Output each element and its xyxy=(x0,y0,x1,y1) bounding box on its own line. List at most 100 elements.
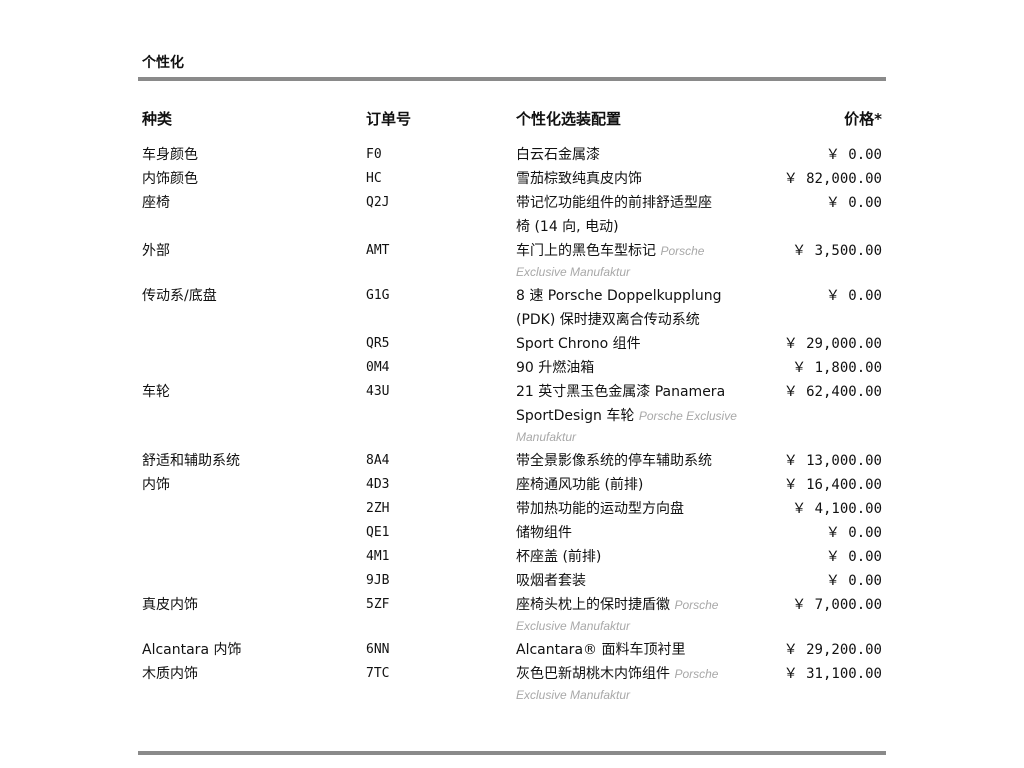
price-cell: ￥ 0.00 xyxy=(825,195,882,211)
table-row: 9JB 吸烟者套装 ￥ 0.00 xyxy=(0,569,1024,593)
config-line: SportDesign 车轮 Porsche Exclusive xyxy=(516,404,786,428)
config-line: 车门上的黑色车型标记 Porsche xyxy=(516,239,786,263)
config-text: 雪茄棕致纯真皮内饰 xyxy=(516,171,642,187)
config-text: 车门上的黑色车型标记 xyxy=(516,243,661,259)
config-text: (PDK) 保时捷双离合传动系统 xyxy=(516,312,700,328)
manufaktur-note: Porsche xyxy=(660,244,705,258)
config-line: 带全景影像系统的停车辅助系统 xyxy=(516,449,786,473)
table-row: 真皮内饰 5ZF 座椅头枕上的保时捷盾徽 Porsche Exclusive Manu… xyxy=(0,593,1024,638)
table-row: 0M4 90 升燃油箱 ￥ 1,800.00 xyxy=(0,356,1024,380)
config-line: 杯座盖 (前排) xyxy=(516,545,786,569)
category-cell: 真皮内饰 xyxy=(142,597,198,613)
config-cell: 车门上的黑色车型标记 Porsche Exclusive Manufaktur xyxy=(516,239,786,284)
config-cell: 带全景影像系统的停车辅助系统 xyxy=(516,449,786,473)
config-cell: 雪茄棕致纯真皮内饰 xyxy=(516,167,786,191)
config-text: 座椅通风功能 (前排) xyxy=(516,477,644,493)
table-row: 传动系/底盘 G1G 8 速 Porsche Doppelkupplung (PDK)… xyxy=(0,284,1024,332)
config-line: 雪茄棕致纯真皮内饰 xyxy=(516,167,786,191)
config-text: 90 升燃油箱 xyxy=(516,360,595,376)
table-row: 木质内饰 7TC 灰色巴新胡桃木内饰组件 Porsche Exclusive Manu… xyxy=(0,662,1024,707)
table-row: 车轮 43U 21 英寸黑玉色金属漆 Panamera SportDesign 车轮 … xyxy=(0,380,1024,449)
price-cell: ￥ 0.00 xyxy=(825,573,882,589)
category-cell: 外部 xyxy=(142,243,170,259)
order-code-cell: 4D3 xyxy=(366,477,390,492)
price-cell: ￥ 0.00 xyxy=(825,525,882,541)
table-row: QE1 储物组件 ￥ 0.00 xyxy=(0,521,1024,545)
manufaktur-note: Exclusive Manufaktur xyxy=(516,265,631,279)
config-cell: 21 英寸黑玉色金属漆 Panamera SportDesign 车轮 Porsc… xyxy=(516,380,786,449)
price-cell: ￥ 62,400.00 xyxy=(783,384,882,400)
order-code-cell: 7TC xyxy=(366,666,390,681)
price-cell: ￥ 31,100.00 xyxy=(783,666,882,682)
price-cell: ￥ 16,400.00 xyxy=(783,477,882,493)
config-line: Manufaktur xyxy=(516,428,786,449)
order-code-cell: 2ZH xyxy=(366,501,390,516)
table-row: 内饰颜色 HC 雪茄棕致纯真皮内饰 ￥ 82,000.00 xyxy=(0,167,1024,191)
header-order-no: 订单号 xyxy=(366,110,412,128)
config-cell: Sport Chrono 组件 xyxy=(516,332,786,356)
config-text: 8 速 Porsche Doppelkupplung xyxy=(516,288,722,304)
config-line: 8 速 Porsche Doppelkupplung xyxy=(516,284,786,308)
config-text: 带记忆功能组件的前排舒适型座 xyxy=(516,195,712,211)
order-code-cell: 5ZF xyxy=(366,597,390,612)
bottom-divider xyxy=(138,751,886,755)
config-line: Alcantara® 面料车顶衬里 xyxy=(516,638,786,662)
order-code-cell: Q2J xyxy=(366,195,390,210)
table-row: 内饰 4D3 座椅通风功能 (前排) ￥ 16,400.00 xyxy=(0,473,1024,497)
config-text: 椅 (14 向, 电动) xyxy=(516,219,619,235)
config-cell: 储物组件 xyxy=(516,521,786,545)
config-text: 储物组件 xyxy=(516,525,572,541)
header-price: 价格* xyxy=(844,110,882,128)
config-line: 储物组件 xyxy=(516,521,786,545)
config-text: 灰色巴新胡桃木内饰组件 xyxy=(516,666,675,682)
config-line: (PDK) 保时捷双离合传动系统 xyxy=(516,308,786,332)
config-cell: 座椅头枕上的保时捷盾徽 Porsche Exclusive Manufaktur xyxy=(516,593,786,638)
category-cell: 座椅 xyxy=(142,195,170,211)
config-cell: 8 速 Porsche Doppelkupplung (PDK) 保时捷双离合传动… xyxy=(516,284,786,332)
config-cell: 带记忆功能组件的前排舒适型座椅 (14 向, 电动) xyxy=(516,191,786,239)
category-cell: 内饰 xyxy=(142,477,170,493)
config-line: 带记忆功能组件的前排舒适型座 xyxy=(516,191,786,215)
section-title: 个性化 xyxy=(142,55,184,71)
config-cell: 座椅通风功能 (前排) xyxy=(516,473,786,497)
order-code-cell: 6NN xyxy=(366,642,390,657)
config-cell: 带加热功能的运动型方向盘 xyxy=(516,497,786,521)
table-row: 座椅 Q2J 带记忆功能组件的前排舒适型座椅 (14 向, 电动) ￥ 0.00 xyxy=(0,191,1024,239)
config-cell: 灰色巴新胡桃木内饰组件 Porsche Exclusive Manufaktur xyxy=(516,662,786,707)
price-cell: ￥ 0.00 xyxy=(825,288,882,304)
price-cell: ￥ 3,500.00 xyxy=(792,243,882,259)
order-code-cell: QR5 xyxy=(366,336,390,351)
manufaktur-note: Manufaktur xyxy=(516,430,577,444)
order-code-cell: QE1 xyxy=(366,525,390,540)
price-cell: ￥ 29,000.00 xyxy=(783,336,882,352)
table-row: 4M1 杯座盖 (前排) ￥ 0.00 xyxy=(0,545,1024,569)
config-line: 90 升燃油箱 xyxy=(516,356,786,380)
order-code-cell: AMT xyxy=(366,243,390,258)
config-text: 21 英寸黑玉色金属漆 Panamera xyxy=(516,384,726,400)
config-text: Alcantara® 面料车顶衬里 xyxy=(516,642,686,658)
category-cell: Alcantara 内饰 xyxy=(142,642,242,658)
config-text: 座椅头枕上的保时捷盾徽 xyxy=(516,597,675,613)
config-line: 21 英寸黑玉色金属漆 Panamera xyxy=(516,380,786,404)
price-cell: ￥ 4,100.00 xyxy=(792,501,882,517)
price-cell: ￥ 0.00 xyxy=(825,147,882,163)
price-cell: ￥ 1,800.00 xyxy=(792,360,882,376)
table-row: 2ZH 带加热功能的运动型方向盘 ￥ 4,100.00 xyxy=(0,497,1024,521)
config-cell: 90 升燃油箱 xyxy=(516,356,786,380)
table-row: 舒适和辅助系统 8A4 带全景影像系统的停车辅助系统 ￥ 13,000.00 xyxy=(0,449,1024,473)
manufaktur-note: Exclusive Manufaktur xyxy=(516,688,631,702)
category-cell: 舒适和辅助系统 xyxy=(142,453,240,469)
order-code-cell: 9JB xyxy=(366,573,390,588)
table-row: 外部 AMT 车门上的黑色车型标记 Porsche Exclusive Manufak… xyxy=(0,239,1024,284)
price-cell: ￥ 29,200.00 xyxy=(783,642,882,658)
manufaktur-note: Porsche Exclusive xyxy=(638,409,737,423)
manufaktur-note: Exclusive Manufaktur xyxy=(516,619,631,633)
config-text: Sport Chrono 组件 xyxy=(516,336,641,352)
config-line: Sport Chrono 组件 xyxy=(516,332,786,356)
config-cell: 白云石金属漆 xyxy=(516,143,786,167)
config-cell: Alcantara® 面料车顶衬里 xyxy=(516,638,786,662)
config-line: 灰色巴新胡桃木内饰组件 Porsche xyxy=(516,662,786,686)
header-config: 个性化选装配置 xyxy=(516,110,622,128)
order-code-cell: 8A4 xyxy=(366,453,390,468)
config-line: 座椅头枕上的保时捷盾徽 Porsche xyxy=(516,593,786,617)
